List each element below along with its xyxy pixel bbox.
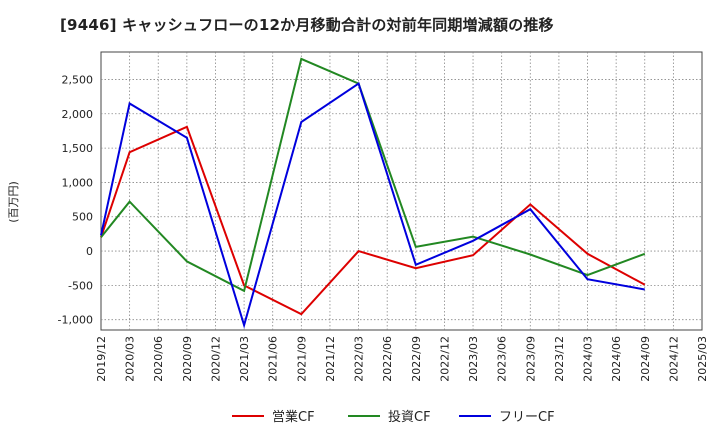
y-tick-label: 1,500 (62, 142, 94, 155)
x-tick-label: 2023/03 (467, 336, 480, 382)
y-tick-label: 500 (72, 211, 93, 224)
x-tick-label: 2023/06 (496, 336, 509, 382)
x-tick-label: 2022/09 (410, 336, 423, 382)
x-tick-label: 2025/03 (696, 336, 709, 382)
chart-title: [9446] キャッシュフローの12か月移動合計の対前年同期増減額の推移 (60, 16, 554, 34)
legend-label-1: 投資CF (388, 409, 431, 425)
series-line-0 (100, 125, 646, 316)
x-tick-label: 2023/12 (553, 336, 566, 382)
x-tick-label: 2024/03 (582, 336, 595, 382)
x-tick-label: 2020/06 (152, 336, 165, 382)
series-layer (100, 57, 646, 329)
x-tick-label: 2021/12 (324, 336, 337, 382)
legend-label-0: 営業CF (272, 409, 315, 425)
y-tick-label: -1,000 (58, 314, 93, 327)
series-line-2 (100, 82, 645, 329)
plot-area (100, 51, 703, 331)
y-tick-label: 2,500 (62, 73, 94, 86)
x-tick-label: 2022/03 (353, 336, 366, 382)
x-tick-label: 2023/09 (524, 336, 537, 382)
x-tick-label: 2021/09 (295, 336, 308, 382)
y-tick-label: 2,000 (62, 108, 94, 121)
x-tick-label: 2022/12 (438, 336, 451, 382)
x-tick-label: 2021/03 (238, 336, 251, 382)
x-tick-label: 2024/12 (667, 336, 680, 382)
x-tick-label: 2024/06 (610, 336, 623, 382)
legend-label-2: フリーCF (499, 410, 555, 425)
x-tick-label: 2022/06 (381, 336, 394, 382)
y-axis-label: (百万円) (7, 181, 20, 223)
y-tick-label: 0 (86, 245, 93, 258)
grid-layer (100, 51, 703, 331)
x-tick-label: 2020/09 (181, 336, 194, 382)
x-tick-label: 2024/09 (639, 336, 652, 382)
x-tick-label: 2020/03 (124, 336, 137, 382)
x-tick-label: 2021/06 (267, 336, 280, 382)
y-tick-label: -500 (68, 279, 93, 292)
axis-layer: 2019/12 2020/03 2020/06 2020/09 2020/12 2021/… (58, 73, 709, 381)
x-tick-label: 2020/12 (209, 336, 222, 382)
x-tick-label: 2019/12 (95, 336, 108, 382)
legend: 営業CF 投資CF フリーCF (232, 409, 555, 425)
y-tick-label: 1,000 (62, 176, 94, 189)
